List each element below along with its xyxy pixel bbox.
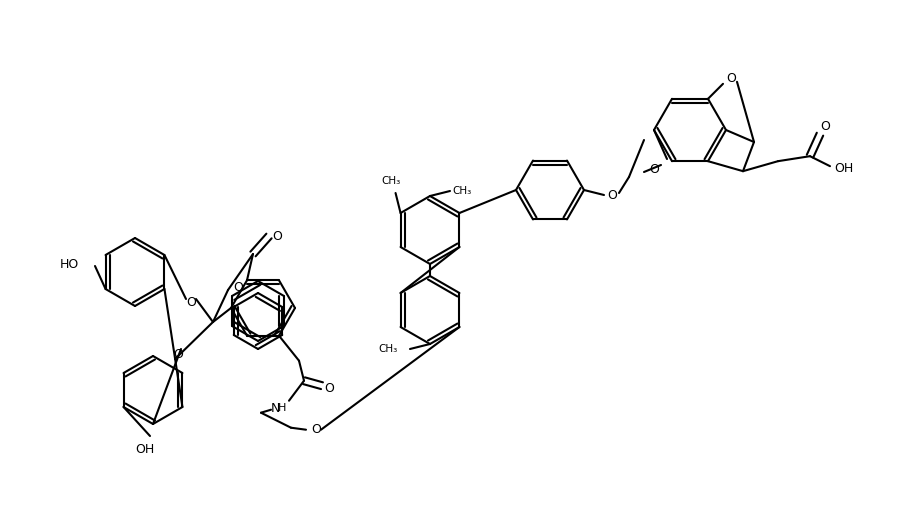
Text: O: O — [186, 295, 196, 309]
Text: O: O — [324, 382, 334, 395]
Text: N: N — [271, 402, 280, 415]
Text: O: O — [820, 120, 830, 133]
Text: OH: OH — [834, 161, 854, 175]
Text: HO: HO — [60, 258, 79, 270]
Text: O: O — [272, 229, 282, 243]
Text: O: O — [311, 423, 321, 436]
Text: O: O — [649, 162, 659, 175]
Text: O: O — [173, 347, 182, 360]
Text: H: H — [278, 403, 286, 413]
Text: OH: OH — [136, 443, 155, 455]
Text: O: O — [607, 189, 617, 201]
Text: CH₃: CH₃ — [379, 344, 398, 354]
Text: CH₃: CH₃ — [452, 186, 471, 196]
Text: O: O — [233, 281, 243, 293]
Text: O: O — [726, 73, 736, 85]
Text: CH₃: CH₃ — [381, 176, 400, 186]
